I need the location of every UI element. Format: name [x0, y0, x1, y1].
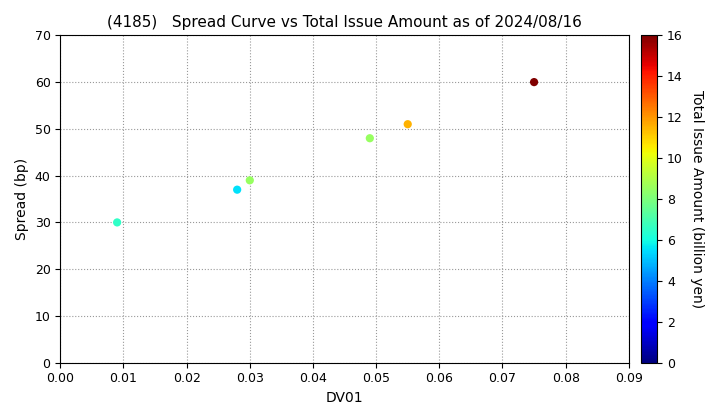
Point — [402, 121, 413, 128]
Point — [112, 219, 123, 226]
Point — [244, 177, 256, 184]
Title: (4185)   Spread Curve vs Total Issue Amount as of 2024/08/16: (4185) Spread Curve vs Total Issue Amoun… — [107, 15, 582, 30]
X-axis label: DV01: DV01 — [325, 391, 364, 405]
Y-axis label: Total Issue Amount (billion yen): Total Issue Amount (billion yen) — [690, 90, 703, 308]
Point — [231, 186, 243, 193]
Point — [364, 135, 376, 142]
Y-axis label: Spread (bp): Spread (bp) — [15, 158, 29, 240]
Point — [528, 79, 540, 85]
